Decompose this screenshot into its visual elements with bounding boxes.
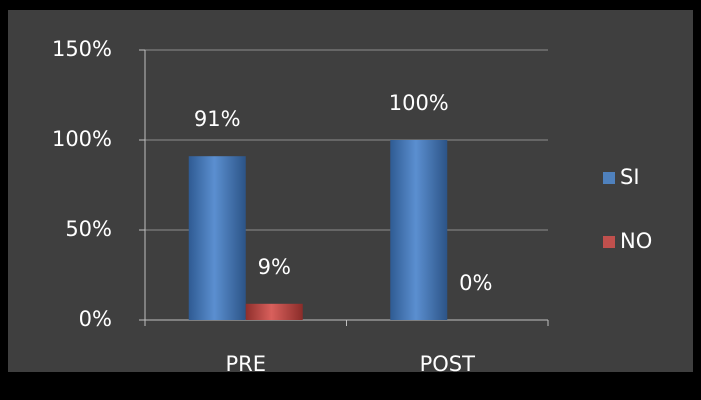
data-label: 91% bbox=[194, 107, 241, 131]
bar bbox=[245, 303, 303, 320]
data-label: 0% bbox=[459, 271, 492, 295]
x-tick-label: PRE bbox=[225, 352, 266, 376]
x-tick-label: POST bbox=[420, 352, 476, 376]
bar bbox=[390, 140, 448, 320]
legend-label: SI bbox=[620, 165, 640, 189]
y-tick-label: 100% bbox=[52, 127, 112, 151]
legend-swatch bbox=[603, 236, 615, 248]
y-tick-label: 50% bbox=[65, 217, 112, 241]
legend-label: NO bbox=[620, 229, 652, 253]
y-tick-label: 150% bbox=[52, 37, 112, 61]
bar bbox=[188, 156, 246, 320]
data-label: 100% bbox=[389, 91, 449, 115]
legend-swatch bbox=[603, 172, 615, 184]
chart-area bbox=[8, 10, 693, 372]
y-tick-label: 0% bbox=[79, 307, 112, 331]
data-label: 9% bbox=[258, 255, 291, 279]
